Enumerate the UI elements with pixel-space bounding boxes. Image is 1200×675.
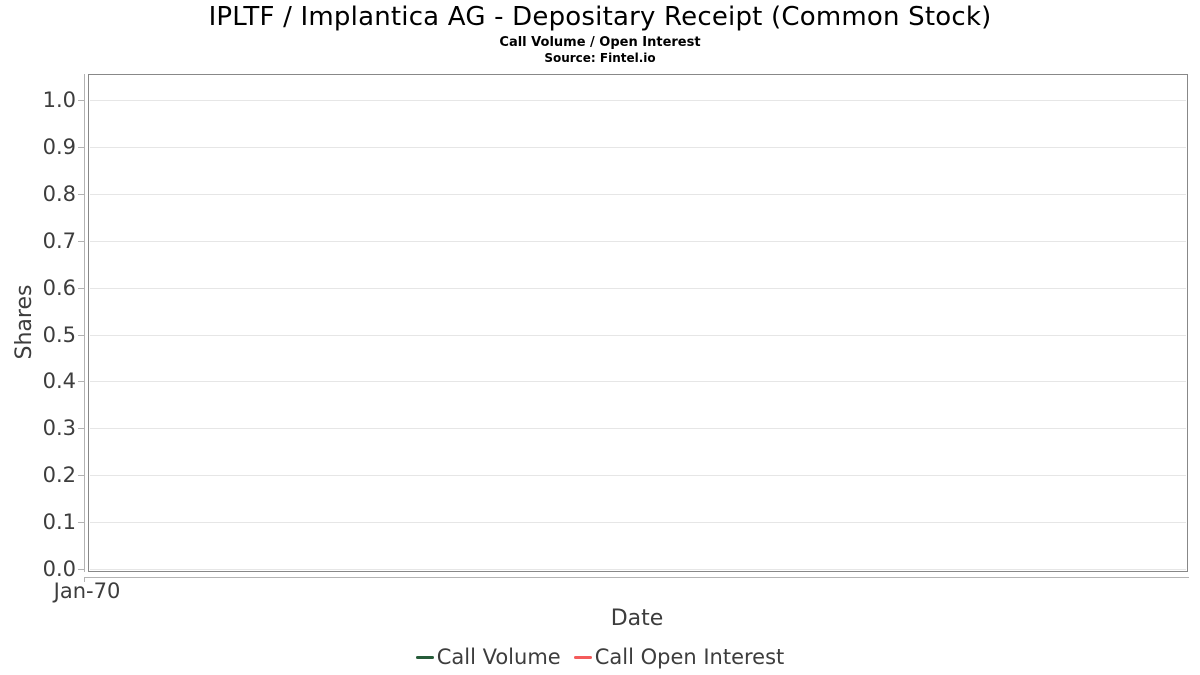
legend-item: Call Volume: [415, 645, 561, 669]
plot-area: [88, 74, 1188, 572]
legend-label: Call Open Interest: [594, 645, 785, 669]
x-tick-mark: [84, 577, 85, 582]
y-tick-mark: [78, 287, 84, 289]
gridline: [90, 428, 1186, 430]
gridline: [90, 522, 1186, 524]
y-axis-spine: [84, 74, 85, 572]
y-tick-mark: [78, 522, 84, 524]
y-tick-label: 1.0: [42, 88, 76, 112]
gridline: [90, 334, 1186, 336]
chart-title: IPLTF / Implantica AG - Depositary Recei…: [208, 2, 992, 32]
x-axis-title: Date: [610, 606, 664, 631]
y-tick-label: 0.8: [42, 181, 76, 206]
legend: Call Volume Call Open Interest: [0, 645, 1200, 669]
x-tick-label: Jan-70: [53, 579, 121, 603]
x-axis-spine: [84, 577, 1189, 578]
y-tick-mark: [78, 428, 84, 430]
y-tick-mark: [78, 334, 84, 336]
y-tick-mark: [78, 146, 84, 148]
gridline: [90, 381, 1186, 383]
y-tick-mark: [78, 569, 84, 570]
legend-label: Call Volume: [436, 645, 561, 669]
y-tick-mark: [78, 381, 84, 383]
legend-swatch-icon: [573, 655, 592, 659]
y-tick-label: 0.0: [42, 557, 76, 581]
legend-item: Call Open Interest: [573, 645, 785, 669]
gridline: [90, 100, 1186, 101]
chart-source: Source: Fintel.io: [544, 51, 656, 65]
y-tick-label: 0.1: [42, 510, 76, 535]
chart-subtitle: Call Volume / Open Interest: [499, 35, 701, 50]
y-tick-label: 0.7: [42, 228, 76, 253]
gridline: [90, 569, 1186, 570]
y-tick-mark: [78, 100, 84, 101]
y-tick-label: 0.9: [42, 134, 76, 159]
gridline: [90, 146, 1186, 148]
legend-swatch-icon: [415, 655, 434, 659]
gridline: [90, 193, 1186, 195]
gridline: [90, 240, 1186, 242]
y-tick-mark: [78, 193, 84, 195]
y-tick-label: 0.6: [42, 275, 76, 300]
y-tick-label: 0.3: [42, 416, 76, 441]
gridline: [90, 287, 1186, 289]
gridline: [90, 475, 1186, 477]
y-tick-mark: [78, 240, 84, 242]
y-tick-label: 0.5: [42, 322, 76, 347]
y-tick-label: 0.2: [42, 463, 76, 488]
y-tick-mark: [78, 475, 84, 477]
y-tick-label: 0.4: [42, 369, 76, 394]
